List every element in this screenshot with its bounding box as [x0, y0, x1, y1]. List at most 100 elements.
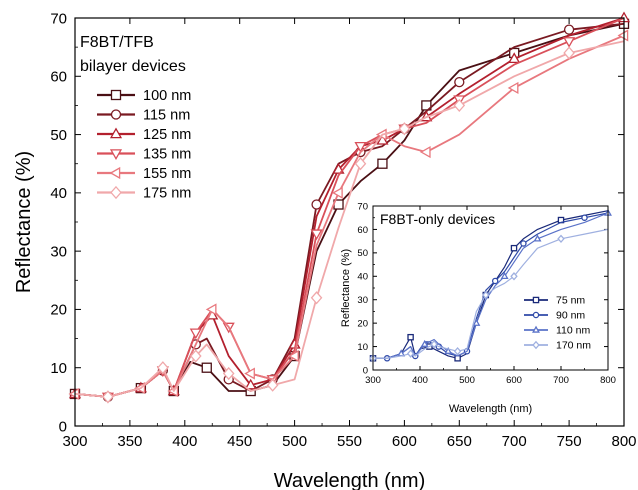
inset-data-point — [500, 271, 509, 280]
inset-axes-frame — [372, 205, 609, 371]
data-point — [332, 186, 343, 199]
data-point — [508, 52, 521, 64]
x-tick-label: 550 — [337, 433, 362, 450]
inset-data-point — [453, 347, 462, 356]
inset-data-point — [472, 318, 481, 326]
legend-marker — [110, 185, 122, 200]
inset-data-point — [581, 214, 588, 221]
x-tick-label: 350 — [117, 433, 142, 450]
data-point — [189, 349, 202, 363]
inset-legend-marker — [532, 296, 540, 304]
inset-data-point — [482, 290, 490, 300]
data-point — [244, 378, 257, 390]
data-point — [288, 349, 299, 363]
inset-legend-marker — [532, 311, 540, 319]
data-point — [189, 328, 202, 340]
annotation: F8BT/TFB — [80, 34, 154, 51]
y-tick-label: 40 — [50, 185, 67, 202]
data-point — [421, 100, 432, 111]
data-point — [157, 361, 169, 375]
inset-data-point — [557, 234, 565, 244]
data-point — [201, 362, 212, 373]
inset-data-point — [491, 277, 499, 285]
y-tick-label: 30 — [50, 243, 67, 260]
data-point — [507, 81, 519, 95]
inset-legend-label: 90 nm — [556, 310, 585, 322]
inset-data-point — [407, 333, 414, 341]
data-point — [454, 76, 465, 88]
data-point — [311, 199, 322, 210]
legend-marker — [109, 166, 121, 180]
x-tick-label: 750 — [557, 433, 582, 450]
x-tick-label: 400 — [172, 433, 197, 450]
data-point — [310, 291, 323, 305]
inset-x-tick-label: 700 — [553, 375, 569, 386]
y-tick-label: 0 — [59, 418, 67, 435]
legend-marker — [110, 89, 122, 101]
y-tick-label: 20 — [50, 302, 67, 319]
inset-data-point — [533, 234, 542, 242]
series-line — [74, 40, 625, 398]
legend-label: 125 nm — [143, 127, 191, 143]
data-point — [563, 46, 575, 60]
inset-y-tick-label: 30 — [357, 295, 368, 306]
inset-data-point — [430, 339, 438, 349]
legend-marker — [110, 109, 122, 120]
data-point — [310, 229, 323, 241]
data-point — [354, 141, 367, 153]
inset-x-tick-label: 500 — [459, 375, 475, 386]
inset-legend-label: 75 nm — [556, 295, 585, 307]
data-point — [617, 29, 629, 42]
data-point — [266, 378, 279, 392]
x-tick-label: 800 — [611, 433, 636, 450]
axes-frame — [74, 17, 625, 427]
legend-label: 100 nm — [143, 88, 191, 104]
inset-legend-marker — [532, 340, 540, 350]
inset-y-tick-label: 60 — [357, 225, 368, 236]
data-point — [563, 37, 576, 48]
inset-y-axis-label: Reflectance (%) — [340, 249, 352, 327]
data-point — [419, 145, 431, 159]
data-point — [453, 98, 466, 113]
inset-x-tick-label: 400 — [412, 375, 428, 386]
inset-data-point — [520, 240, 527, 247]
inset-chart: 300 400 500 600 700 800 0 10 20 30 40 50 60 70 Wavelen… — [340, 201, 616, 415]
inset-legend-marker — [532, 325, 540, 333]
inset-legend-label: 170 nm — [556, 340, 591, 352]
main-chart: 300 350 400 450 500 550 600 650 700 750 8000102030… — [13, 10, 637, 490]
inset-data-point — [420, 339, 429, 347]
x-tick-label: 650 — [447, 433, 472, 450]
x-tick-label: 300 — [62, 433, 87, 450]
inset-x-axis-label: Wavelength (nm) — [449, 403, 532, 415]
inset-x-tick-label: 800 — [600, 375, 616, 386]
y-axis-label: Reflectance (%) — [13, 151, 35, 293]
y-tick-label: 70 — [50, 10, 67, 27]
y-tick-label: 10 — [50, 360, 67, 377]
data-point — [244, 367, 255, 380]
legend-label: 115 nm — [143, 108, 190, 124]
annotation: bilayer devices — [80, 58, 186, 75]
inset-x-tick-label: 600 — [506, 375, 522, 386]
y-tick-label: 50 — [50, 127, 67, 144]
inset-annotation: F8BT-only devices — [380, 211, 495, 227]
inset-y-tick-label: 20 — [357, 318, 368, 329]
data-point — [102, 390, 114, 404]
x-tick-label: 600 — [392, 433, 417, 450]
x-tick-label: 500 — [282, 433, 307, 450]
inset-y-tick-label: 70 — [357, 201, 368, 212]
y-tick-label: 60 — [50, 69, 67, 86]
legend-label: 155 nm — [143, 166, 191, 182]
x-tick-label: 700 — [502, 433, 527, 450]
data-point — [354, 157, 367, 171]
inset-legend-label: 110 nm — [556, 325, 590, 337]
data-point — [563, 24, 575, 35]
inset-data-point — [510, 244, 518, 252]
inset-x-tick-label: 300 — [365, 375, 381, 386]
legend-label: 175 nm — [143, 186, 191, 202]
legend-marker — [109, 127, 123, 139]
inset-y-tick-label: 50 — [357, 248, 368, 259]
data-point — [222, 366, 235, 381]
inset-data-point — [406, 349, 415, 358]
inset-y-tick-label: 40 — [357, 272, 368, 283]
